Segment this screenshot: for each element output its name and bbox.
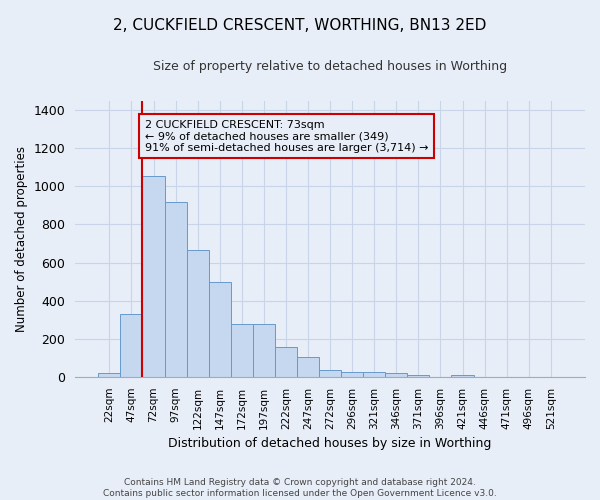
Bar [164,202,187,377]
Bar [363,372,385,377]
Bar [407,374,430,377]
Bar [209,282,231,377]
Text: 2, CUCKFIELD CRESCENT, WORTHING, BN13 2ED: 2, CUCKFIELD CRESCENT, WORTHING, BN13 2E… [113,18,487,32]
Bar [341,372,363,377]
Text: 2 CUCKFIELD CRESCENT: 73sqm
← 9% of detached houses are smaller (349)
91% of sem: 2 CUCKFIELD CRESCENT: 73sqm ← 9% of deta… [145,120,428,153]
Bar [297,357,319,377]
Bar [275,348,297,377]
Bar [142,176,164,377]
Bar [319,370,341,377]
Bar [121,314,142,377]
Y-axis label: Number of detached properties: Number of detached properties [15,146,28,332]
Bar [385,373,407,377]
Bar [187,250,209,377]
Text: Contains HM Land Registry data © Crown copyright and database right 2024.
Contai: Contains HM Land Registry data © Crown c… [103,478,497,498]
Title: Size of property relative to detached houses in Worthing: Size of property relative to detached ho… [153,60,507,73]
Bar [231,324,253,377]
Bar [253,324,275,377]
Bar [451,374,473,377]
Bar [98,373,121,377]
X-axis label: Distribution of detached houses by size in Worthing: Distribution of detached houses by size … [169,437,492,450]
